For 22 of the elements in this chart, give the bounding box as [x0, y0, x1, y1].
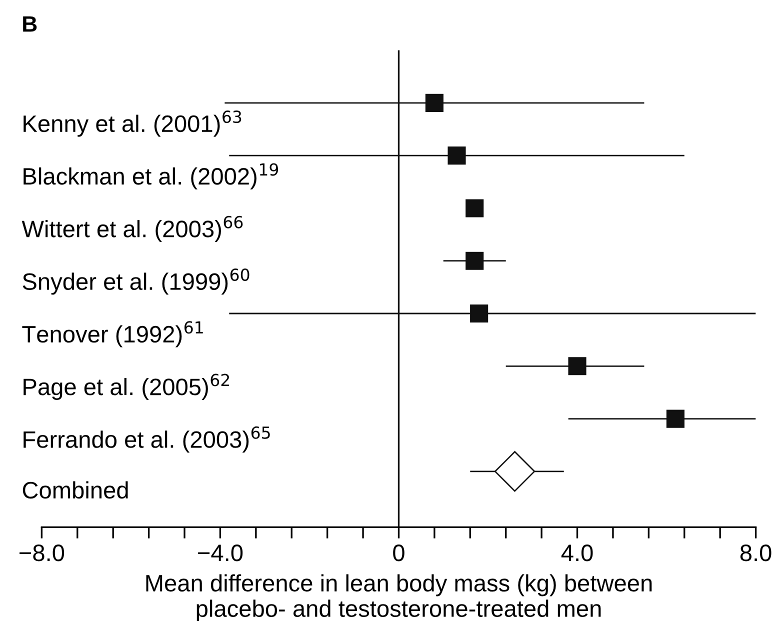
point [666, 410, 684, 428]
point [448, 146, 466, 165]
point [425, 94, 444, 112]
point [470, 304, 488, 323]
point [466, 199, 484, 218]
x-tick-label: −4.0 [198, 544, 243, 562]
y-tick-label: Wittert et al. (2003)$^{66}$ [22, 216, 243, 242]
x-tick-label: 8.0 [740, 544, 772, 562]
y-tick-label: Ferrando et al. (2003)$^{65}$ [24, 426, 270, 453]
x-tick-label: 0 [393, 544, 404, 562]
point [568, 357, 586, 376]
point [494, 451, 536, 492]
x-tick-label: −8.0 [20, 544, 64, 562]
y-tick-label: Kenny et al. (2001)$^{63}$ [24, 110, 242, 137]
y-tick-label: Page et al. (2005)$^{62}$ [24, 374, 229, 400]
chart-title: B [23, 16, 37, 32]
y-tick-label: Snyder et al. (1999)$^{60}$ [22, 268, 250, 295]
y-tick-label: Tenover (1992)$^{61}$ [22, 321, 203, 348]
y-tick-label: Blackman et al. (2002)$^{19}$ [24, 163, 278, 190]
y-tick-label: Combined [22, 481, 128, 499]
x-tick-label: 4.0 [561, 544, 593, 562]
point [466, 252, 484, 270]
